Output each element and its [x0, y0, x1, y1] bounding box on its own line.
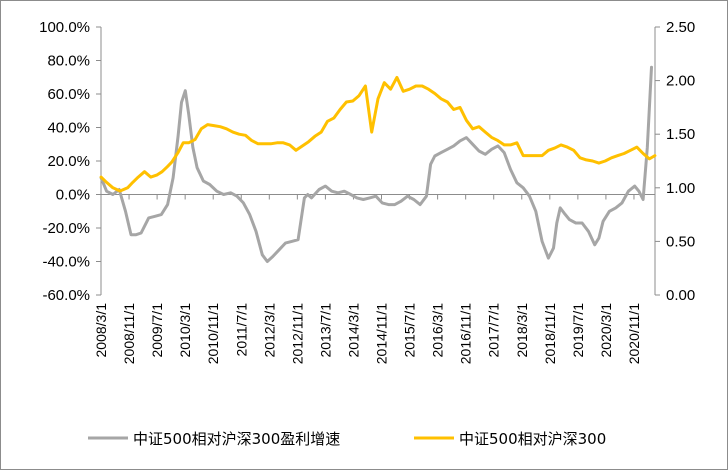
x-tick-label: 2011/7/1 [233, 303, 249, 357]
x-tick-label: 2010/11/1 [205, 303, 221, 364]
x-tick-label: 2020/11/1 [626, 303, 642, 364]
axes-layer: 100.0% 80.0% 60.0% 40.0% 20.0% 0.0% -20.0% -40.… [39, 19, 695, 364]
x-tick-label: 2016/11/1 [458, 303, 474, 364]
x-tick-label: 2008/3/1 [93, 303, 109, 358]
series-line-profit-growth [99, 65, 653, 263]
x-tick-label: 2015/7/1 [402, 303, 418, 358]
left-tick-label: 60.0% [47, 86, 90, 103]
left-tick-label: 40.0% [47, 120, 90, 137]
right-tick-label: 2.00 [666, 73, 695, 90]
x-tick-label: 2018/3/1 [514, 303, 530, 358]
left-tick-label: 0.0% [56, 187, 90, 204]
right-tick-label: 1.00 [666, 180, 695, 197]
series-layer [99, 65, 657, 263]
left-tick-label: 20.0% [47, 153, 90, 170]
x-tick-label: 2020/3/1 [598, 303, 614, 358]
x-tick-label: 2010/3/1 [177, 303, 193, 358]
left-tick-label: -40.0% [42, 254, 90, 271]
x-tick-label: 2016/3/1 [430, 303, 446, 358]
x-tick-label: 2014/11/1 [374, 303, 390, 364]
left-tick-label: -60.0% [42, 287, 90, 304]
x-tick-label: 2019/7/1 [570, 303, 586, 358]
series-line-relative-index [99, 75, 657, 193]
right-tick-label: 1.50 [666, 126, 695, 143]
x-tick-label: 2017/7/1 [486, 303, 502, 358]
left-tick-label: 100.0% [39, 19, 90, 36]
legend: 中证500相对沪深300盈利增速 中证500相对沪深300 [88, 430, 606, 448]
x-tick-label: 2009/7/1 [149, 303, 165, 358]
right-tick-label: 0.50 [666, 233, 695, 250]
x-tick-label: 2013/7/1 [317, 303, 333, 358]
right-tick-label: 0.00 [666, 287, 695, 304]
left-tick-label: -20.0% [42, 220, 90, 237]
x-tick-label: 2018/11/1 [542, 303, 558, 364]
x-tick-label: 2008/11/1 [121, 303, 137, 364]
x-tick-label: 2014/3/1 [345, 303, 361, 358]
right-tick-label: 2.50 [666, 19, 695, 36]
left-tick-label: 80.0% [47, 53, 90, 70]
legend-label: 中证500相对沪深300盈利增速 [133, 430, 340, 448]
x-tick-label: 2012/11/1 [289, 303, 305, 364]
x-tick-label: 2012/3/1 [261, 303, 277, 358]
legend-label: 中证500相对沪深300 [459, 430, 606, 448]
